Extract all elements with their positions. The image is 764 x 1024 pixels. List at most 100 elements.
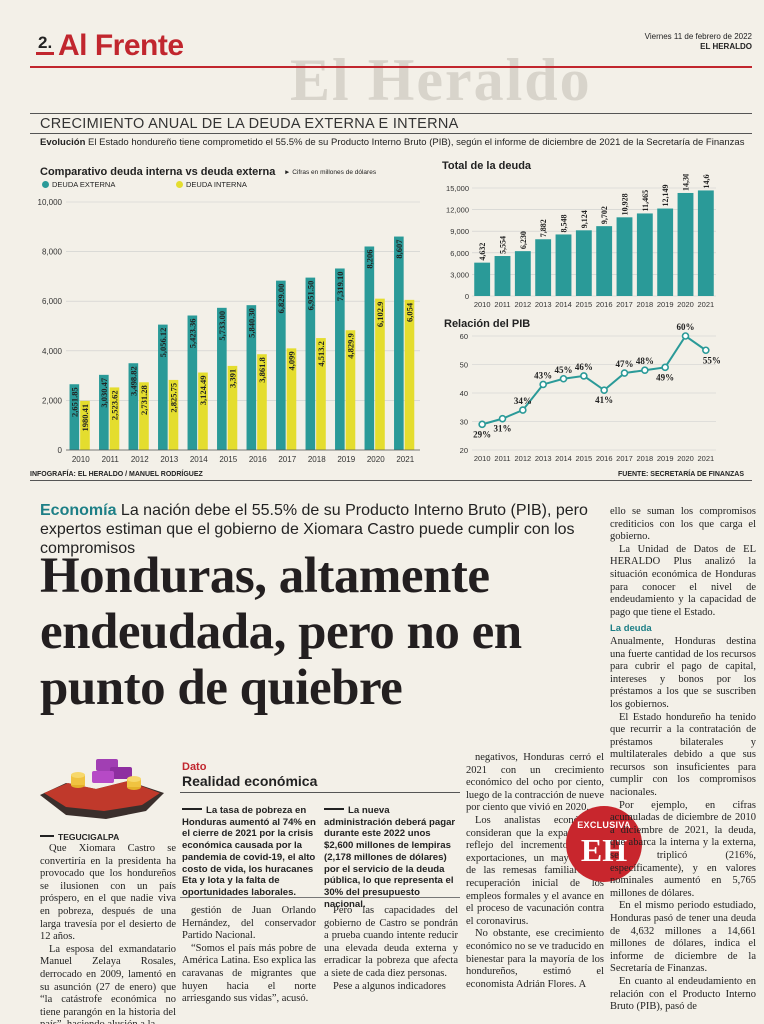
header-rule: [30, 66, 752, 68]
bar-value-label: 14,309: [682, 174, 691, 191]
internal-debt-bar: [404, 299, 415, 450]
paragraph: No obstante, ese crecimiento económico n…: [466, 928, 604, 990]
y-tick-label: 4,000: [42, 347, 63, 356]
bar-value-label: 9,702: [600, 206, 609, 224]
gdp-ratio-point: [519, 406, 527, 414]
internal-debt-bar: [316, 338, 326, 450]
x-tick-label: 2021: [396, 455, 414, 464]
internal-debt-bar: [345, 330, 356, 450]
bar-value-label: 6,230: [519, 231, 528, 249]
x-tick-label: 2010: [72, 455, 90, 464]
external-debt-bar: [394, 236, 404, 450]
gdp-ratio-point: [661, 363, 669, 372]
x-tick-label: 2010: [474, 300, 491, 309]
paragraph: La esposa del exmandatario Manuel Zelaya…: [40, 943, 176, 1024]
x-tick-label: 2013: [160, 455, 178, 464]
infographic-credit: INFOGRAFÍA: EL HERALDO / MANUEL RODRÍGUE…: [30, 471, 203, 478]
gdp-ratio-line-chart: 20 30 40 50 60 29% 2010 31% 2011 34% 2012 43% 2013 45…: [460, 322, 720, 463]
gdp-ratio-point: [498, 414, 507, 423]
x-tick-label: 2012: [514, 300, 531, 309]
x-tick-label: 2019: [657, 454, 674, 463]
total-debt-bar: [657, 208, 674, 296]
comparison-chart-title: Comparativo deuda interna vs deuda exter…: [40, 166, 276, 178]
x-tick-label: 2016: [596, 454, 613, 463]
point-value-label: 45%: [555, 365, 573, 375]
y-tick-label: 3,000: [450, 270, 469, 279]
internal-debt-bar: [168, 379, 179, 450]
x-tick-label: 2014: [555, 454, 572, 463]
bar-value-label: 3,124.49: [198, 376, 208, 406]
y-tick-label: 15,000: [446, 184, 469, 193]
x-tick-label: 2015: [575, 454, 592, 463]
point-value-label: 43%: [534, 370, 552, 380]
bar-value-label: 7,882: [539, 219, 548, 237]
external-debt-bar: [276, 280, 286, 450]
point-value-label: 31%: [494, 424, 512, 434]
bar-value-label: 10,928: [621, 193, 630, 215]
paragraph: Por ejemplo, en cifras acumuladas de dic…: [610, 799, 756, 899]
y-tick-label: 9,000: [450, 227, 469, 236]
point-value-label: 48%: [636, 356, 654, 366]
gdp-ratio-point: [478, 420, 486, 429]
y-tick-label: 40: [460, 389, 468, 398]
total-debt-bar: [514, 251, 531, 296]
dato-rule-bottom: [180, 897, 460, 898]
exclusive-badge: EXCLUSIVA EH: [566, 806, 642, 882]
internal-debt-bar: [80, 400, 90, 450]
bar-value-label: 2,731.28: [139, 385, 149, 415]
x-tick-label: 2015: [219, 455, 237, 464]
bar-value-label: 3,030.47: [99, 377, 109, 408]
total-debt-bar: [616, 217, 633, 296]
exclusive-badge-mark: EH: [580, 832, 628, 868]
bar-value-label: 3,861.8: [257, 357, 267, 383]
y-tick-label: 50: [460, 361, 468, 370]
y-tick-label: 20: [460, 446, 468, 455]
total-debt-bar: [555, 234, 572, 296]
total-debt-bar: [494, 256, 511, 296]
external-debt-bar: [158, 324, 168, 450]
infographic-intro: Evolución El Estado hondureño tiene comp…: [40, 137, 760, 149]
x-tick-label: 2021: [697, 454, 714, 463]
article-dateline: TEGUCIGALPA: [40, 832, 119, 842]
external-debt-bar: [305, 277, 316, 450]
x-tick-label: 2020: [367, 455, 385, 464]
x-tick-label: 2016: [596, 300, 613, 309]
total-debt-bar: [697, 190, 714, 296]
gdp-ratio-point: [641, 366, 649, 375]
y-tick-label: 2,000: [42, 396, 63, 405]
bar-value-label: 5,733.00: [217, 311, 227, 341]
x-tick-label: 2012: [131, 455, 149, 464]
masthead-watermark: El Heraldo: [290, 47, 592, 113]
total-debt-bar: [677, 192, 694, 296]
x-tick-label: 2010: [474, 454, 491, 463]
bar-value-label: 5,840.30: [246, 308, 256, 338]
paragraph: gestión de Juan Orlando Hernández, del c…: [182, 905, 316, 942]
point-value-label: 41%: [595, 395, 613, 405]
x-tick-label: 2014: [190, 455, 208, 464]
x-tick-label: 2011: [494, 454, 510, 463]
legend-internal-label: DEUDA INTERNA: [186, 180, 247, 189]
bar-value-label: 8,607: [394, 239, 404, 259]
internal-debt-bar: [109, 387, 120, 450]
deck-label: Economía: [40, 502, 117, 519]
external-debt-bar: [99, 374, 109, 450]
total-debt-bar: [535, 239, 552, 296]
infographic-rule-top: [30, 113, 752, 114]
comparison-chart-subtitle-text: Cifras en millones de dólares: [292, 169, 377, 176]
x-tick-label: 2018: [308, 455, 326, 464]
infographic-rule: [30, 133, 752, 134]
total-debt-bar: [636, 213, 653, 296]
bar-value-label: 11,465: [641, 190, 650, 212]
dato-left-text: La tasa de pobreza en Honduras aumentó a…: [182, 805, 316, 898]
bar-value-label: 6,829.00: [276, 284, 286, 314]
gdp-ratio-point: [620, 369, 629, 377]
gdp-ratio-point: [559, 374, 568, 383]
dato-label: Dato: [182, 761, 207, 773]
bar-value-label: 4,099: [286, 351, 296, 370]
paragraph: Anualmente, Honduras destina una fuerte …: [610, 635, 756, 710]
point-value-label: 60%: [677, 322, 695, 332]
dato-left-box: La tasa de pobreza en Honduras aumentó a…: [182, 805, 316, 899]
bar-value-label: 9,124: [580, 210, 589, 228]
point-value-label: 47%: [616, 359, 634, 369]
legend-internal: DEUDA INTERNA: [176, 180, 247, 189]
